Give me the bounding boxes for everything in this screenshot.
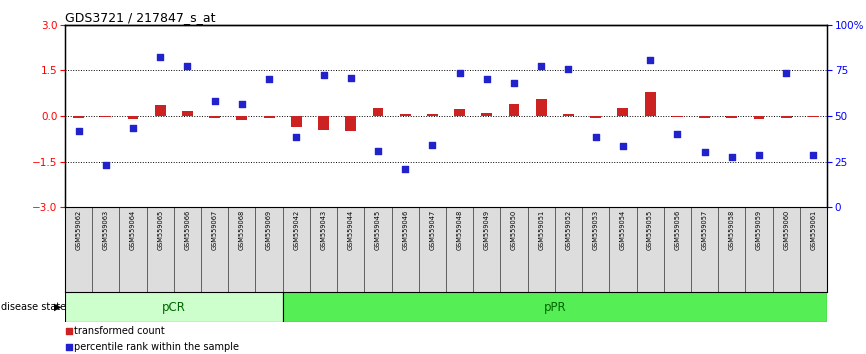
Text: GSM559053: GSM559053 <box>592 210 598 250</box>
Point <box>344 75 358 81</box>
Point <box>317 72 331 78</box>
Bar <box>727 116 737 118</box>
Point <box>61 344 75 350</box>
Text: GSM559064: GSM559064 <box>130 210 136 250</box>
Point <box>698 149 712 155</box>
Text: GSM559051: GSM559051 <box>539 210 544 250</box>
Point <box>180 63 194 69</box>
Point <box>126 125 140 131</box>
Bar <box>346 116 356 131</box>
Point <box>670 131 684 137</box>
Point <box>72 128 86 134</box>
Text: GSM559062: GSM559062 <box>75 210 81 250</box>
Text: GSM559063: GSM559063 <box>103 210 109 250</box>
Bar <box>699 116 710 118</box>
Text: GSM559047: GSM559047 <box>430 210 436 250</box>
Point <box>725 154 739 160</box>
Point <box>507 80 521 85</box>
Bar <box>563 114 574 116</box>
Text: GSM559048: GSM559048 <box>456 210 462 250</box>
Bar <box>427 114 438 116</box>
Text: pPR: pPR <box>544 301 566 314</box>
Bar <box>318 116 329 130</box>
Text: GSM559052: GSM559052 <box>565 210 572 250</box>
Point <box>453 70 467 76</box>
Text: GSM559055: GSM559055 <box>647 210 653 250</box>
Text: GSM559054: GSM559054 <box>620 210 626 250</box>
Bar <box>127 116 139 119</box>
Text: GSM559045: GSM559045 <box>375 210 381 250</box>
Text: GSM559059: GSM559059 <box>756 210 762 250</box>
Bar <box>73 116 84 118</box>
Point <box>425 142 439 148</box>
Bar <box>672 116 682 118</box>
Bar <box>644 92 656 116</box>
Point <box>398 166 412 172</box>
Point <box>371 148 385 154</box>
Bar <box>182 112 193 116</box>
Bar <box>617 108 629 116</box>
Point <box>99 162 113 167</box>
Bar <box>591 116 601 118</box>
Text: ▶: ▶ <box>54 302 61 312</box>
Bar <box>155 105 165 116</box>
Bar <box>508 104 520 116</box>
Text: GSM559060: GSM559060 <box>783 210 789 250</box>
Bar <box>781 116 792 118</box>
Point <box>208 98 222 104</box>
Point <box>61 328 75 334</box>
Text: GSM559069: GSM559069 <box>266 210 272 250</box>
Text: GSM559066: GSM559066 <box>184 210 191 250</box>
Point <box>616 143 630 149</box>
Bar <box>210 116 220 118</box>
Text: pCR: pCR <box>162 301 185 314</box>
Text: GSM559043: GSM559043 <box>320 210 326 250</box>
Text: GSM559061: GSM559061 <box>811 210 817 250</box>
Point <box>480 76 494 82</box>
Text: disease state: disease state <box>1 302 66 312</box>
Point <box>643 57 657 63</box>
Text: GSM559067: GSM559067 <box>211 210 217 250</box>
Bar <box>536 99 546 116</box>
Text: GSM559068: GSM559068 <box>239 210 245 250</box>
Text: GSM559050: GSM559050 <box>511 210 517 250</box>
Bar <box>282 292 827 322</box>
Text: GSM559049: GSM559049 <box>484 210 490 250</box>
Bar <box>808 116 819 118</box>
Bar <box>454 109 465 116</box>
Point <box>262 76 276 82</box>
Bar <box>263 116 275 118</box>
Text: GSM559065: GSM559065 <box>158 210 163 250</box>
Point <box>589 135 603 140</box>
Point <box>779 70 793 76</box>
Text: GSM559044: GSM559044 <box>348 210 353 250</box>
Text: GDS3721 / 217847_s_at: GDS3721 / 217847_s_at <box>65 11 216 24</box>
Bar <box>100 116 111 118</box>
Point <box>289 135 303 140</box>
Text: GSM559057: GSM559057 <box>701 210 708 250</box>
Point <box>561 66 575 72</box>
Bar <box>372 108 384 116</box>
Text: GSM559042: GSM559042 <box>294 210 300 250</box>
Point <box>235 101 249 107</box>
Bar <box>65 292 282 322</box>
Bar <box>236 116 248 120</box>
Bar <box>291 116 301 127</box>
Text: transformed count: transformed count <box>74 326 165 336</box>
Text: GSM559058: GSM559058 <box>729 210 734 250</box>
Text: GSM559046: GSM559046 <box>402 210 408 250</box>
Bar <box>400 114 410 116</box>
Point <box>752 153 766 158</box>
Text: percentile rank within the sample: percentile rank within the sample <box>74 342 240 352</box>
Text: GSM559056: GSM559056 <box>675 210 681 250</box>
Point <box>806 153 820 158</box>
Bar <box>753 116 765 119</box>
Point <box>534 63 548 69</box>
Point <box>153 54 167 59</box>
Bar <box>481 113 492 116</box>
